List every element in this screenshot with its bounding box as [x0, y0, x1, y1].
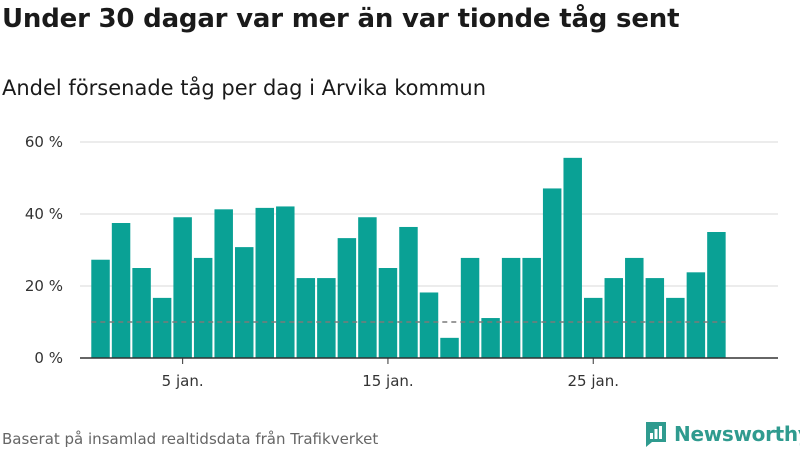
x-tick-label: 15 jan.: [362, 372, 414, 390]
bar: [440, 337, 459, 358]
bar: [707, 232, 726, 358]
bars: [91, 157, 726, 358]
bar: [378, 268, 398, 358]
bar-chart: 0 % 20 % 40 % 60 % 5 jan. 15 jan. 25 jan.: [25, 133, 778, 390]
bar: [193, 257, 213, 358]
bar: [645, 278, 665, 358]
x-tick-label: 25 jan.: [567, 372, 619, 390]
bar: [583, 297, 603, 358]
bar: [214, 209, 233, 358]
bar: [522, 257, 541, 358]
y-tick-label: 60 %: [25, 133, 63, 151]
brand-logo: Newsworthy: [644, 420, 800, 448]
chart-title: Under 30 dagar var mer än var tionde tåg…: [2, 4, 680, 34]
y-tick-label: 40 %: [25, 205, 63, 223]
bar: [91, 259, 110, 358]
bar: [255, 207, 275, 358]
bar: [501, 257, 521, 358]
bar: [317, 278, 336, 358]
bar: [296, 278, 316, 358]
bar: [460, 257, 480, 358]
bar: [563, 157, 582, 358]
bar: [542, 188, 562, 358]
bar: [276, 206, 295, 358]
source-note: Baserat på insamlad realtidsdata från Tr…: [2, 430, 379, 448]
bar: [173, 217, 192, 358]
y-tick-label: 0 %: [34, 349, 63, 367]
bar: [625, 257, 644, 358]
y-tick-label: 20 %: [25, 277, 63, 295]
bar: [419, 292, 439, 358]
bar: [152, 297, 172, 358]
bar: [686, 272, 706, 358]
x-axis: 5 jan. 15 jan. 25 jan.: [80, 357, 778, 390]
bar: [604, 278, 624, 358]
bar: [132, 268, 151, 358]
newsworthy-logo-icon: [646, 422, 666, 447]
bar: [399, 226, 418, 358]
bar: [666, 297, 685, 358]
chart-subtitle: Andel försenade tåg per dag i Arvika kom…: [2, 76, 487, 100]
bar: [111, 223, 131, 358]
bar: [337, 238, 357, 358]
x-tick-label: 5 jan.: [162, 372, 204, 390]
bar: [234, 247, 254, 358]
bar: [358, 217, 377, 358]
y-axis-labels: 0 % 20 % 40 % 60 %: [25, 133, 63, 367]
brand-name: Newsworthy: [674, 422, 800, 446]
bar: [481, 318, 500, 358]
